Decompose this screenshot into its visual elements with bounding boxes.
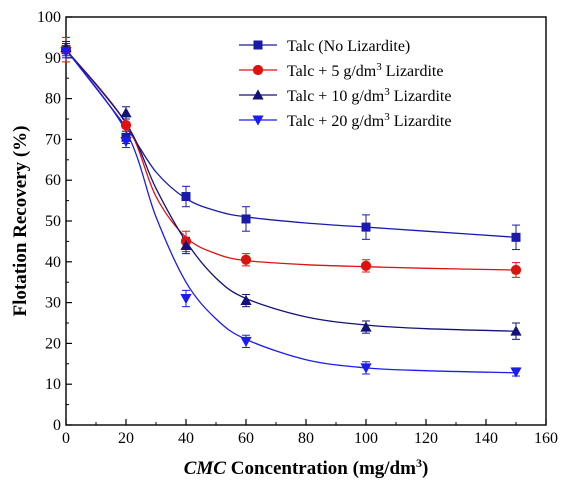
axis-ticks: 0 20 40 60 80 100 120 140 160 0 10 20 30 40 50 60 70 80 90… — [37, 9, 558, 447]
legend-label: Talc (No Lizardite) — [287, 38, 410, 55]
y-tick-label: 40 — [45, 254, 61, 271]
x-axis-title-italic: CMC — [184, 458, 227, 479]
y-tick-label: 0 — [53, 417, 61, 434]
x-tick-label: 60 — [238, 430, 254, 447]
x-axis-title: CMC Concentration (mg/dm3) — [184, 456, 429, 479]
legend-marker — [252, 115, 264, 126]
data-point — [511, 232, 521, 242]
x-axis-title-sup: 3 — [416, 456, 422, 470]
legend-label: Talc + 20 g/dm3 Lizardite — [287, 111, 451, 130]
x-tick-label: 120 — [414, 430, 438, 447]
y-tick-label: 20 — [45, 335, 61, 352]
data-point — [360, 363, 372, 374]
y-tick-label: 70 — [45, 131, 61, 148]
legend-marker — [252, 64, 264, 76]
data-point — [510, 367, 522, 378]
fit-curve — [65, 49, 517, 271]
data-point — [120, 136, 132, 148]
y-tick-label: 90 — [45, 50, 61, 67]
legend-label: Talc + 10 g/dm3 Lizardite — [287, 86, 451, 105]
data-point — [240, 336, 252, 347]
x-tick-label: 140 — [474, 430, 498, 447]
x-tick-label: 0 — [62, 430, 70, 447]
y-tick-label: 80 — [45, 91, 61, 108]
data-markers — [60, 41, 522, 378]
fit-curve — [65, 49, 517, 332]
legend: Talc (No Lizardite) Talc + 5 g/dm3 Lizard… — [239, 38, 451, 130]
data-point — [120, 120, 132, 131]
data-point — [360, 321, 372, 332]
data-point — [180, 294, 192, 305]
data-point — [240, 254, 252, 265]
x-axis-title-close: ) — [422, 458, 428, 479]
data-point — [240, 294, 252, 306]
data-point — [60, 47, 72, 58]
x-tick-label: 80 — [298, 430, 314, 447]
y-tick-label: 100 — [37, 9, 61, 26]
data-point — [180, 239, 192, 250]
data-point — [361, 222, 371, 232]
data-point — [360, 260, 372, 271]
fit-curve — [65, 49, 517, 374]
x-tick-label: 40 — [178, 430, 194, 447]
y-tick-label: 10 — [45, 376, 61, 393]
x-tick-label: 20 — [118, 430, 134, 447]
y-axis-title: Flotation Recovery (%) — [10, 126, 31, 317]
x-axis-title-text: Concentration (mg/dm — [226, 458, 416, 479]
data-point — [510, 325, 522, 336]
data-point — [510, 264, 522, 276]
y-tick-label: 50 — [45, 213, 61, 230]
x-tick-label: 100 — [354, 430, 378, 447]
data-point — [181, 192, 191, 202]
x-tick-label: 160 — [534, 430, 558, 447]
legend-marker — [252, 89, 264, 100]
fit-curves — [65, 49, 517, 374]
y-tick-label: 60 — [45, 172, 61, 189]
plot-frame — [65, 16, 547, 426]
data-point — [120, 107, 132, 118]
legend-label: Talc + 5 g/dm3 Lizardite — [287, 61, 443, 80]
legend-marker — [253, 40, 263, 50]
y-tick-label: 30 — [45, 295, 61, 312]
data-point — [241, 214, 251, 224]
